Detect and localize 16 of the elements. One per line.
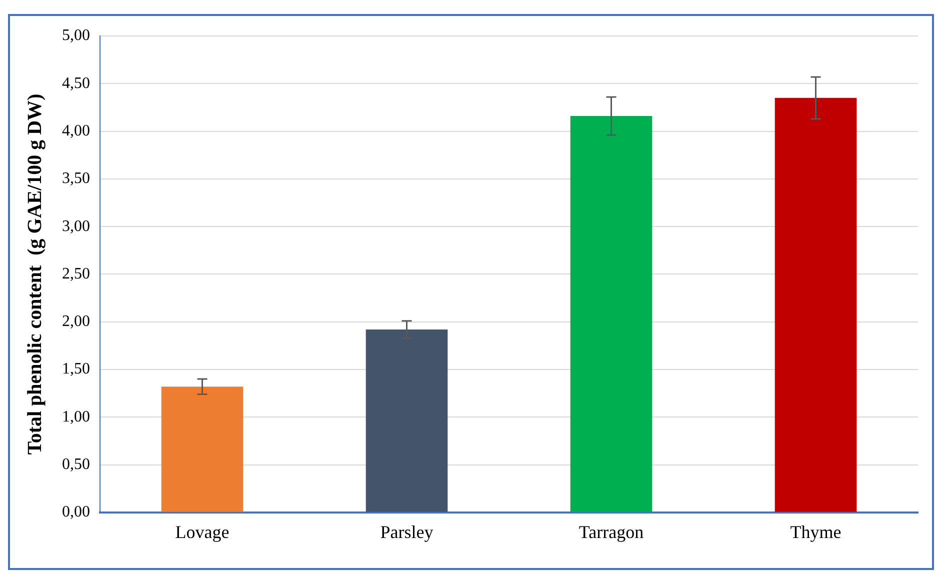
- y-axis-title: Total phenolic content (g GAE/100 g DW): [24, 94, 46, 455]
- x-tick-label: Lovage: [175, 522, 230, 542]
- y-tick-label: 2,50: [62, 265, 90, 282]
- y-tick-label: 0,50: [62, 456, 90, 473]
- y-tick-label: 0,00: [62, 504, 90, 521]
- y-tick-label: 1,50: [62, 360, 90, 378]
- y-tick-label: 5,00: [62, 27, 90, 44]
- y-tick-label: 1,00: [62, 408, 90, 426]
- x-tick-label: Thyme: [790, 522, 842, 542]
- y-tick-label: 3,00: [62, 218, 90, 235]
- x-tick-label: Tarragon: [578, 522, 644, 542]
- y-tick-label: 3,50: [62, 170, 90, 188]
- x-tick-label: Parsley: [380, 522, 434, 542]
- y-tick-label: 4,00: [62, 122, 90, 140]
- y-tick-label: 2,00: [62, 313, 90, 330]
- y-tick-label: 4,50: [62, 74, 90, 92]
